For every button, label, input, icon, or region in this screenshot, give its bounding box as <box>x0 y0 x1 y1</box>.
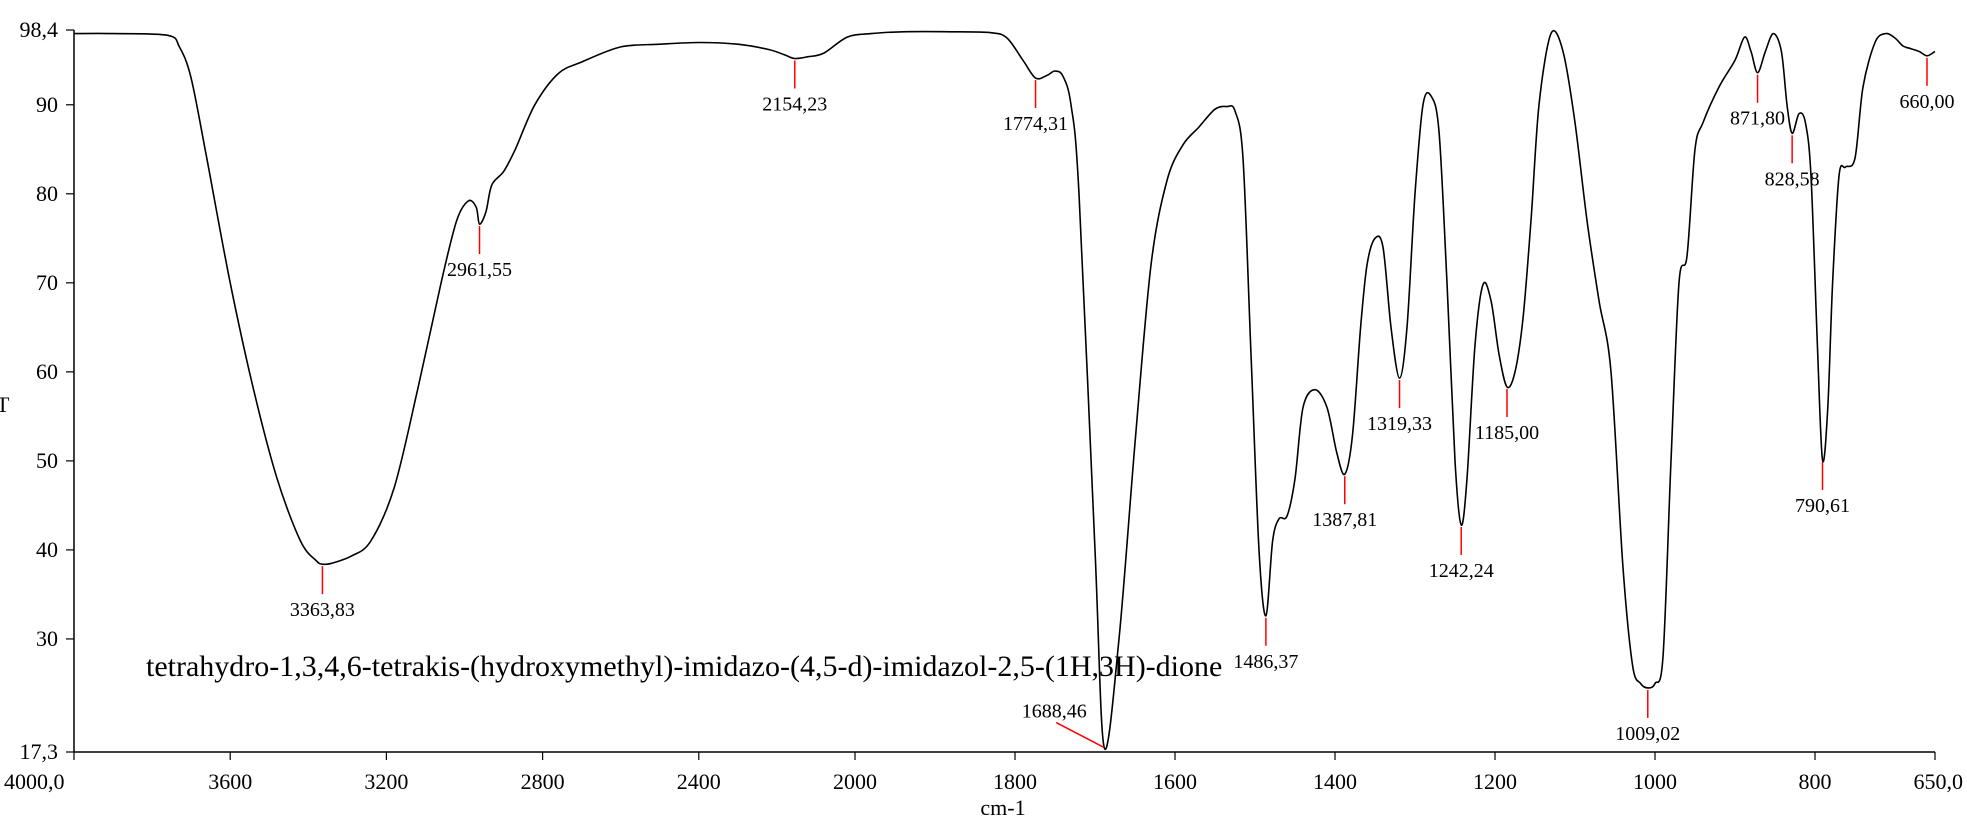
y-tick-label: 98,4 <box>20 17 59 42</box>
peak-label: 660,00 <box>1900 91 1955 113</box>
axes <box>73 30 1935 753</box>
x-tick-label: 1200 <box>1473 769 1517 794</box>
peak-label: 1009,02 <box>1615 723 1680 745</box>
peak-label: 1387,81 <box>1312 509 1377 531</box>
x-tick-label: 3200 <box>364 769 408 794</box>
y-tick-label: 80 <box>36 181 58 206</box>
y-tick-label: 70 <box>36 270 58 295</box>
y-ticks: 98,4 90 80 70 60 50 40 30 17,3 <box>20 17 74 764</box>
peak-label: 1688,46 <box>1022 701 1087 723</box>
y-tick-label: 60 <box>36 359 58 384</box>
peak-markers: 3363,83 2961,55 2154,23 1774,31 1688,46 1486,… <box>290 57 1955 749</box>
x-tick-label: 3600 <box>208 769 252 794</box>
y-tick-label: 30 <box>36 626 58 651</box>
y-axis-title: T <box>0 392 10 417</box>
y-tick-label: 90 <box>36 92 58 117</box>
peak-label: 3363,83 <box>290 599 355 621</box>
x-tick-label: 1400 <box>1313 769 1357 794</box>
x-tick-label: 1000 <box>1633 769 1677 794</box>
y-tick-label: 17,3 <box>20 739 59 764</box>
x-ticks: 4000,0 3600 3200 2800 2400 2000 1800 1600 1400 12… <box>4 752 1963 794</box>
x-tick-label: 1600 <box>1153 769 1197 794</box>
peak-label: 1319,33 <box>1367 413 1432 435</box>
peak-label: 2961,55 <box>447 259 512 281</box>
x-tick-label: 2800 <box>521 769 565 794</box>
x-tick-label: 650,0 <box>1914 769 1964 794</box>
peak-label: 828,58 <box>1765 168 1820 190</box>
y-tick-label: 50 <box>36 448 58 473</box>
x-tick-label: 2000 <box>833 769 877 794</box>
peak-label: 1185,00 <box>1475 422 1539 444</box>
peak-marker <box>1055 721 1105 749</box>
x-axis-title: cm-1 <box>980 795 1025 820</box>
compound-name: tetrahydro-1,3,4,6-tetrakis-(hydroxymeth… <box>146 650 1222 683</box>
x-tick-label: 4000,0 <box>4 769 65 794</box>
peak-label: 1486,37 <box>1233 651 1298 673</box>
peak-label: 1774,31 <box>1003 113 1068 135</box>
x-tick-label: 1800 <box>993 769 1037 794</box>
peak-label: 1242,24 <box>1429 560 1494 582</box>
y-tick-label: 40 <box>36 537 58 562</box>
x-tick-label: 800 <box>1799 769 1832 794</box>
x-tick-label: 2400 <box>677 769 721 794</box>
spectrum-line <box>73 29 1936 751</box>
peak-label: 2154,23 <box>762 93 827 115</box>
peak-label: 790,61 <box>1795 495 1850 517</box>
peak-label: 871,80 <box>1730 108 1785 130</box>
